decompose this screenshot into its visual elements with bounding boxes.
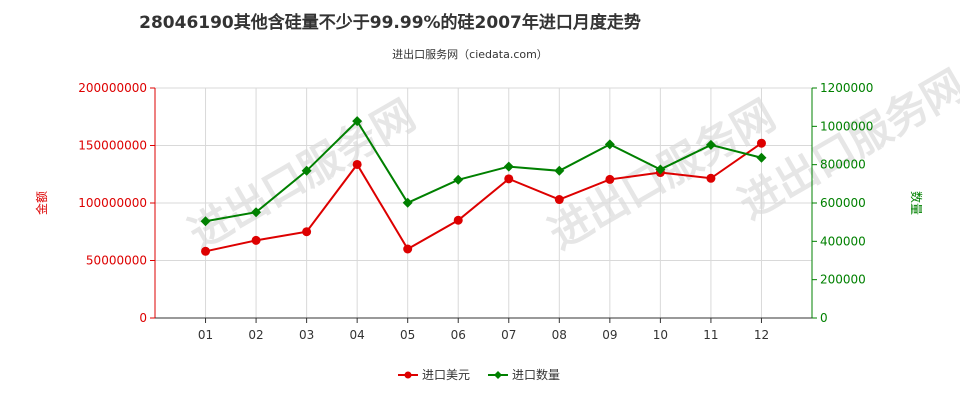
y-left-tick-label: 50000000 xyxy=(86,254,147,268)
data-point-usd xyxy=(605,174,615,184)
data-point-usd xyxy=(403,244,413,254)
data-point-usd xyxy=(706,173,716,183)
data-point-quantity xyxy=(200,216,211,227)
data-point-quantity xyxy=(251,207,262,218)
y-right-tick-label: 600000 xyxy=(820,196,866,210)
x-tick-label: 06 xyxy=(451,328,466,342)
y-right-tick-label: 400000 xyxy=(820,234,866,248)
x-tick-label: 11 xyxy=(703,328,718,342)
y-right-tick-label: 0 xyxy=(820,311,828,325)
y-right-tick-label: 1000000 xyxy=(820,119,873,133)
data-point-quantity xyxy=(655,164,666,175)
data-point-usd xyxy=(302,227,312,237)
chart-title: 28046190其他含硅量不少于99.99%的硅2007年进口月度走势 xyxy=(139,12,641,33)
y-right-tick-label: 800000 xyxy=(820,158,866,172)
data-point-usd xyxy=(756,138,766,148)
y-right-tick-label: 1200000 xyxy=(820,81,873,95)
data-point-quantity xyxy=(604,139,615,150)
data-point-quantity xyxy=(453,174,464,185)
x-tick-label: 07 xyxy=(501,328,516,342)
tick-labels: 0500000001000000001500000002000000000200… xyxy=(78,81,873,342)
y-left-tick-label: 200000000 xyxy=(78,81,147,95)
y-right-tick-label: 200000 xyxy=(820,273,866,287)
data-point-quantity xyxy=(301,165,312,176)
data-point-usd xyxy=(504,174,514,184)
legend-label-quantity: 进口数量 xyxy=(512,367,560,382)
data-point-quantity xyxy=(352,116,363,127)
data-point-quantity xyxy=(554,165,565,176)
y-left-tick-label: 0 xyxy=(139,311,147,325)
data-point-usd xyxy=(201,246,211,256)
data-point-usd xyxy=(352,159,362,169)
x-tick-label: 03 xyxy=(299,328,314,342)
y-left-tick-label: 100000000 xyxy=(78,196,147,210)
legend: 进口美元 进口数量 xyxy=(398,367,560,382)
x-tick-label: 04 xyxy=(350,328,365,342)
series xyxy=(200,116,767,256)
data-point-quantity xyxy=(503,161,514,172)
data-point-usd xyxy=(251,235,261,245)
y-right-axis-title: 数量 xyxy=(909,191,924,215)
y-left-tick-label: 150000000 xyxy=(78,139,147,153)
data-point-usd xyxy=(554,195,564,205)
legend-marker-usd xyxy=(404,371,412,379)
legend-label-usd: 进口美元 xyxy=(422,368,470,382)
data-point-quantity xyxy=(756,152,767,163)
data-point-quantity xyxy=(402,197,413,208)
x-tick-label: 10 xyxy=(653,328,668,342)
x-tick-label: 08 xyxy=(552,328,567,342)
x-tick-label: 09 xyxy=(602,328,617,342)
x-tick-label: 12 xyxy=(754,328,769,342)
x-tick-label: 02 xyxy=(248,328,263,342)
y-left-axis-title: 金额 xyxy=(34,191,49,215)
series-line-usd xyxy=(205,142,763,253)
x-tick-label: 01 xyxy=(198,328,213,342)
data-point-usd xyxy=(453,215,463,225)
legend-marker-quantity xyxy=(494,371,502,379)
data-point-quantity xyxy=(705,139,716,150)
chart-subtitle: 进出口服务网（ciedata.com） xyxy=(392,47,548,61)
gridlines xyxy=(154,87,813,319)
series-line-quantity xyxy=(205,119,762,223)
x-tick-label: 05 xyxy=(400,328,415,342)
